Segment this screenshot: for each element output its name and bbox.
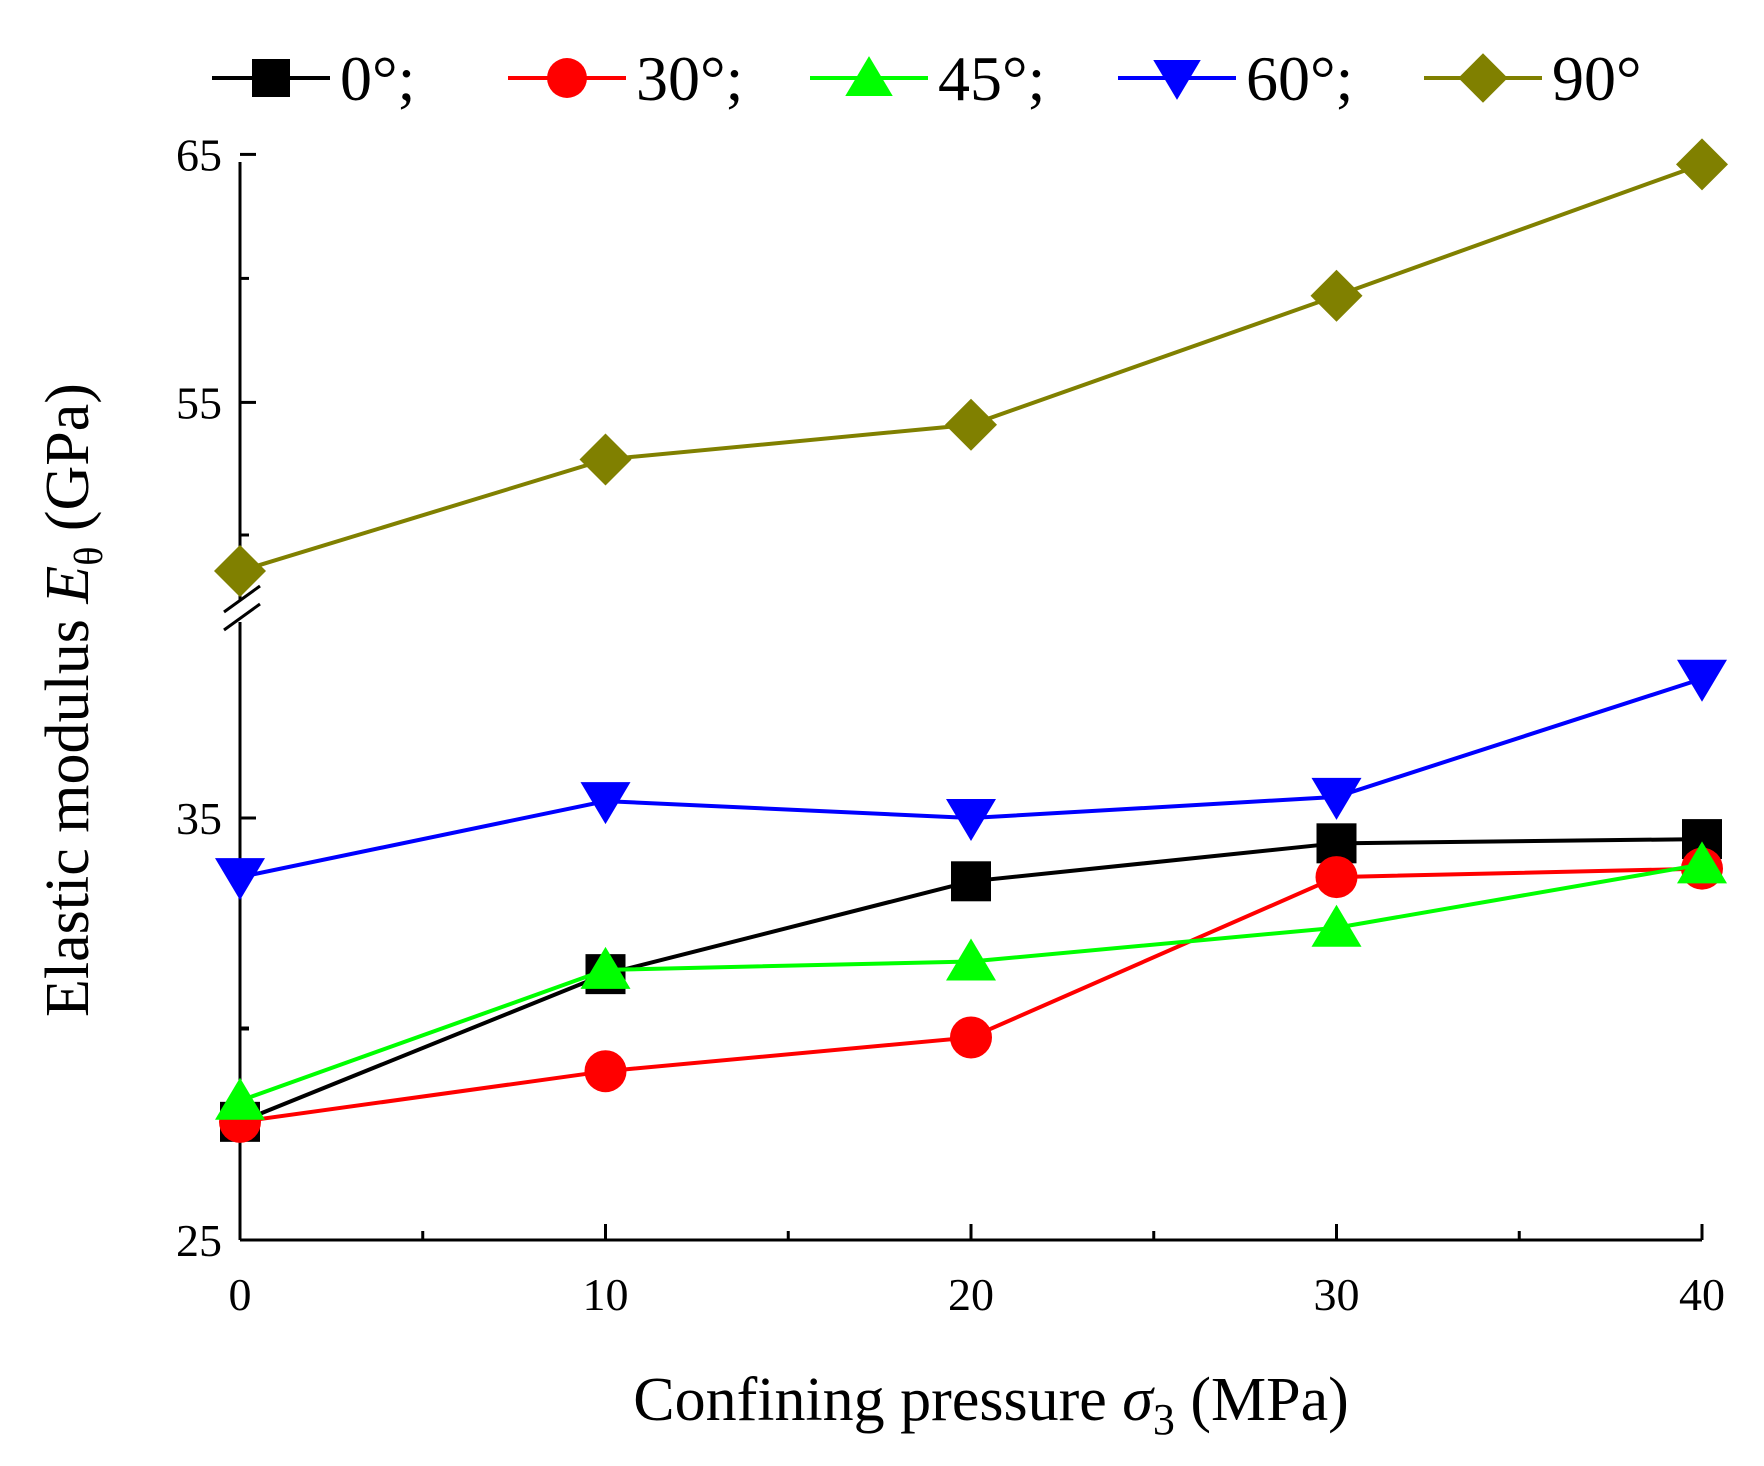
legend-label-0deg: 0°; bbox=[340, 43, 415, 114]
data-point-45deg bbox=[946, 938, 996, 981]
y-tick-label: 65 bbox=[176, 129, 222, 180]
legend-label-45deg: 45°; bbox=[938, 43, 1045, 114]
data-point-90deg bbox=[214, 545, 266, 598]
y-tick-label: 35 bbox=[176, 793, 222, 844]
data-point-30deg bbox=[950, 1016, 992, 1059]
legend-entry-90deg: 90° bbox=[1424, 43, 1642, 114]
x-axis-title-symbol: σ bbox=[1122, 1366, 1155, 1434]
data-point-45deg bbox=[1311, 904, 1362, 947]
series-line-60deg bbox=[239, 676, 1703, 880]
y-tick-label: 25 bbox=[176, 1215, 222, 1266]
x-tick-label: 10 bbox=[583, 1269, 629, 1320]
data-point-45deg bbox=[215, 1077, 265, 1120]
series-layer bbox=[214, 138, 1728, 1143]
legend-label-30deg: 30°; bbox=[636, 43, 743, 114]
data-point-45deg bbox=[580, 946, 631, 989]
data-point-0deg bbox=[951, 861, 991, 902]
x-tick-label: 40 bbox=[1679, 1269, 1725, 1320]
legend-marker-0deg bbox=[252, 59, 290, 97]
legend-entry-60deg: 60°; bbox=[1118, 43, 1353, 114]
axis-break-mark bbox=[223, 584, 261, 614]
legend-marker-30deg bbox=[547, 58, 587, 98]
y-axis-title-text: Elastic modulus bbox=[34, 604, 102, 1017]
legend: 0°; 30°; 45°; 60°; 90° bbox=[212, 43, 1642, 114]
legend-entry-30deg: 30°; bbox=[508, 43, 743, 114]
data-point-90deg bbox=[1676, 138, 1728, 191]
data-point-60deg bbox=[1677, 659, 1727, 702]
x-axis-title-text: Confining pressure bbox=[633, 1366, 1122, 1434]
axes: 0 10 20 30 40 25 35 55 65 bbox=[176, 129, 1725, 1320]
data-point-90deg bbox=[1310, 269, 1363, 322]
x-axis-title-unit: (MPa) bbox=[1175, 1366, 1349, 1434]
legend-entry-45deg: 45°; bbox=[810, 43, 1045, 114]
series-60deg bbox=[215, 659, 1727, 901]
data-point-60deg bbox=[580, 782, 631, 825]
legend-label-60deg: 60°; bbox=[1246, 43, 1353, 114]
y-axis-title-unit: (GPa) bbox=[34, 383, 102, 547]
y-tick-label: 55 bbox=[176, 377, 222, 428]
legend-marker-60deg bbox=[1153, 59, 1201, 100]
data-point-90deg bbox=[945, 398, 997, 451]
axis-labels: Confining pressure σ3 (MPa) Elastic modul… bbox=[34, 383, 1349, 1444]
legend-marker-45deg bbox=[845, 56, 893, 97]
data-point-60deg bbox=[1311, 777, 1362, 820]
y-axis-title-symbol: E bbox=[34, 566, 102, 605]
data-point-60deg bbox=[946, 799, 996, 841]
axis-break-mark bbox=[223, 602, 261, 632]
x-tick-label: 30 bbox=[1314, 1269, 1360, 1320]
x-axis-title: Confining pressure σ3 (MPa) bbox=[633, 1366, 1349, 1444]
legend-marker-90deg bbox=[1458, 53, 1508, 103]
series-line-90deg bbox=[239, 162, 1703, 573]
data-point-60deg bbox=[215, 858, 265, 901]
data-point-45deg bbox=[1677, 841, 1727, 884]
x-tick-label: 0 bbox=[229, 1269, 252, 1320]
data-point-30deg bbox=[1315, 856, 1358, 899]
legend-entry-0deg: 0°; bbox=[212, 43, 415, 114]
series-45deg bbox=[215, 841, 1727, 1120]
x-axis-title-subscript: 3 bbox=[1153, 1395, 1175, 1444]
data-point-90deg bbox=[579, 433, 632, 486]
y-axis-title-subscript: θ bbox=[66, 547, 111, 566]
series-90deg bbox=[214, 138, 1728, 598]
series-line-30deg bbox=[239, 866, 1703, 1124]
data-point-30deg bbox=[584, 1050, 627, 1093]
legend-label-90deg: 90° bbox=[1552, 43, 1642, 114]
y-axis-title: Elastic modulus Eθ (GPa) bbox=[34, 383, 111, 1017]
x-tick-label: 20 bbox=[948, 1269, 994, 1320]
